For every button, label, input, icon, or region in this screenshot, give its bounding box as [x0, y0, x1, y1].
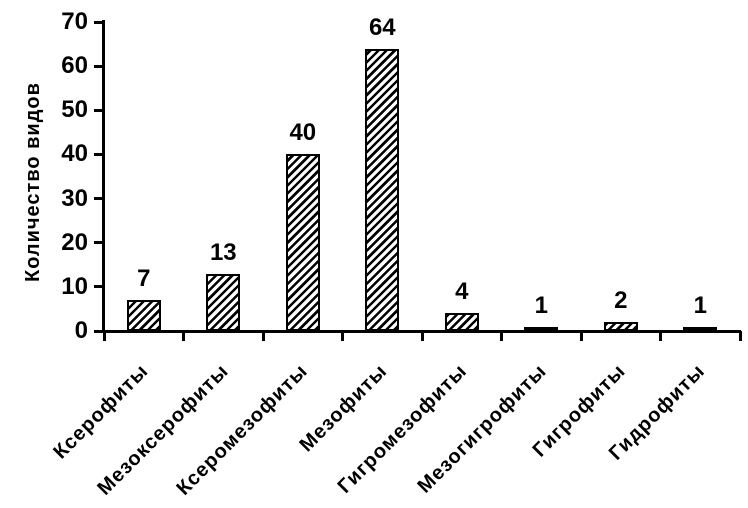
bar-value-label: 1	[693, 291, 707, 319]
x-tick	[420, 331, 424, 341]
y-tick	[94, 108, 104, 112]
bar	[524, 326, 559, 331]
y-tick-label: 30	[61, 184, 88, 212]
y-tick-label: 50	[61, 96, 88, 124]
y-tick	[94, 329, 104, 333]
x-tick	[341, 331, 344, 341]
bar-value-label: 13	[209, 238, 237, 266]
x-tick	[579, 331, 583, 341]
x-tick	[182, 331, 185, 341]
x-tick	[102, 331, 106, 341]
y-tick-label: 10	[61, 272, 88, 300]
y-tick	[94, 64, 104, 68]
bar-value-label: 4	[455, 278, 469, 306]
y-tick-label: 70	[61, 8, 88, 35]
x-tick	[738, 331, 742, 341]
y-tick-label: 0	[74, 317, 88, 344]
x-tick	[659, 331, 662, 341]
y-tick	[94, 285, 104, 289]
bar-value-label: 7	[137, 265, 151, 293]
x-tick-label: Мезоксерофиты	[93, 360, 233, 500]
y-tick	[94, 152, 104, 156]
bar	[285, 154, 320, 331]
y-tick	[94, 197, 104, 201]
bar-value-label: 2	[614, 287, 628, 315]
bar-value-label: 1	[534, 291, 548, 319]
y-axis-line	[102, 20, 105, 332]
bar	[683, 326, 718, 331]
bar	[365, 48, 400, 331]
y-tick	[94, 241, 104, 245]
bar	[206, 273, 241, 331]
bar-value-label: 64	[368, 13, 396, 41]
y-tick	[94, 20, 104, 24]
y-tick-label: 40	[61, 140, 88, 168]
bar	[444, 313, 479, 331]
x-tick	[261, 331, 265, 341]
bar	[126, 300, 161, 331]
x-tick-label: Ксеромезофиты	[172, 360, 313, 500]
y-tick-label: 20	[61, 228, 88, 256]
bar	[603, 322, 638, 331]
y-tick-label: 60	[61, 52, 88, 80]
x-tick	[500, 331, 503, 341]
bar-value-label: 40	[289, 119, 317, 147]
